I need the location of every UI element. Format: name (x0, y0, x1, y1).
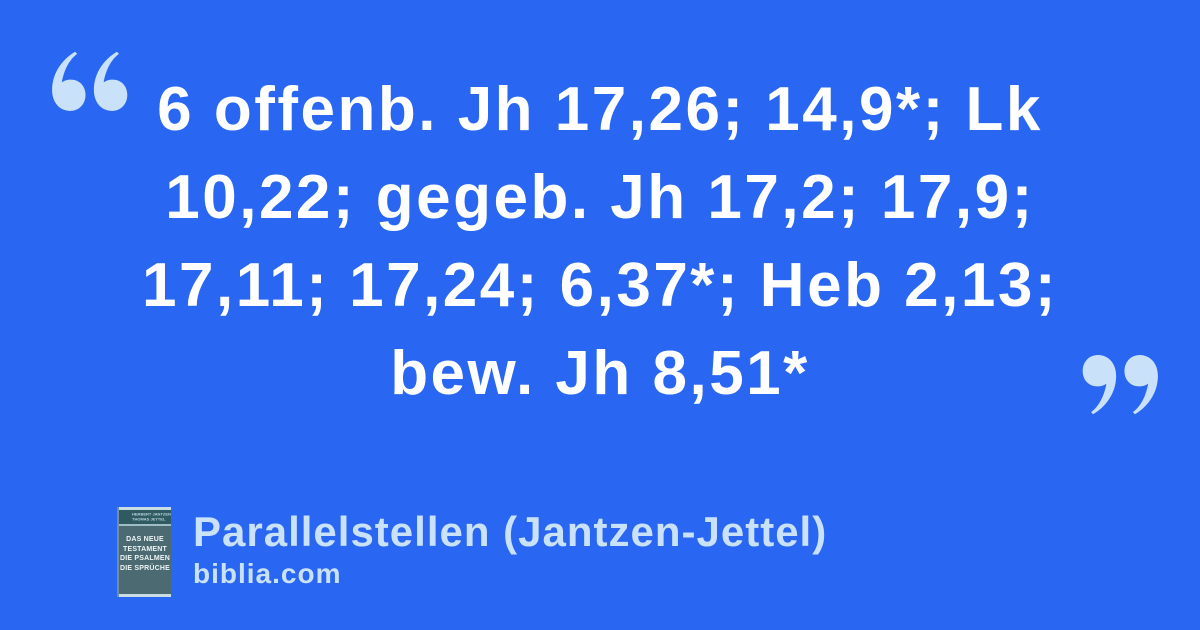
cover-title: DAS NEUE TESTAMENT DIE PSALMEN DIE SPRÜC… (119, 535, 171, 573)
cover-divider-strip (119, 524, 171, 526)
quote-line-1: 6 offenb. Jh 17,26; 14,9*; Lk (157, 75, 1043, 144)
quote-line-2: 10,22; gegeb. Jh 17,2; 17,9; (165, 163, 1035, 232)
source-title: Parallelstellen (Jantzen-Jettel) (193, 508, 828, 555)
cover-bottom-strip (119, 594, 171, 597)
cover-top-strip (119, 507, 171, 510)
cover-title-line: DIE PSALMEN (119, 555, 171, 562)
cover-author-line: THOMAS JETTEL (132, 516, 166, 521)
cover-title-line: TESTAMENT (122, 545, 168, 553)
cover-author-line: HERBERT JANTZEN (132, 512, 171, 517)
cover-title-line: DAS NEUE (126, 536, 164, 543)
quote-line-3: 17,11; 17,24; 6,37*; Heb 2,13; (142, 251, 1058, 320)
source-text-block: Parallelstellen (Jantzen-Jettel) biblia.… (193, 507, 827, 590)
source-site: biblia.com (193, 558, 342, 589)
cover-title-line: DIE SPRÜCHE (119, 564, 171, 572)
cover-authors-band: HERBERT JANTZEN THOMAS JETTEL (119, 510, 171, 524)
quote-line-4: bew. Jh 8,51* (390, 339, 810, 408)
book-cover-thumbnail: HERBERT JANTZEN THOMAS JETTEL DAS NEUE T… (117, 507, 171, 597)
quote-text: 6 offenb. Jh 17,26; 14,9*; Lk 10,22; geg… (0, 66, 1200, 418)
